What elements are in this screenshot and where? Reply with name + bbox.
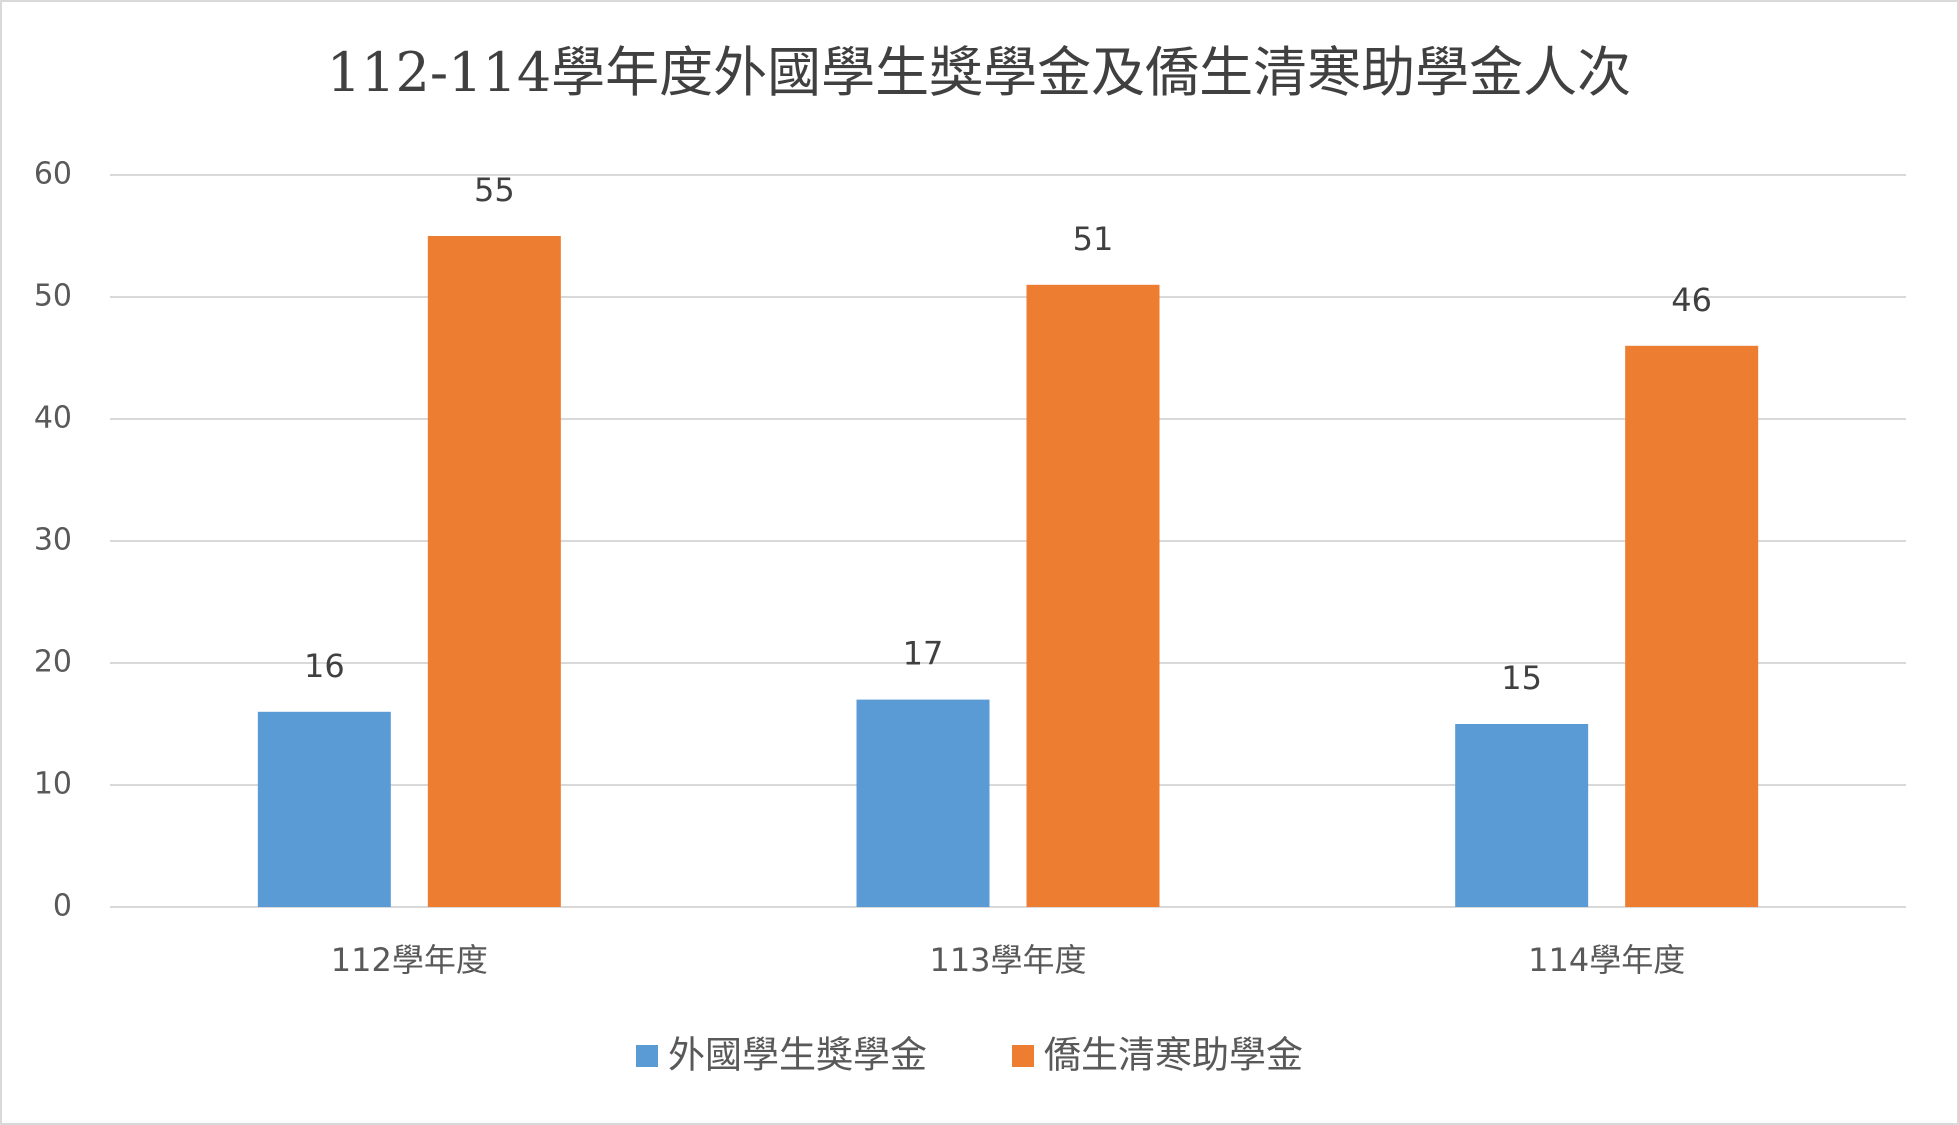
data-label: 17: [903, 635, 944, 673]
y-tick-label: 60: [34, 157, 72, 192]
x-tick-label: 113學年度: [929, 941, 1086, 979]
bar: [257, 711, 391, 907]
bar: [1026, 284, 1160, 907]
y-tick-label: 20: [34, 645, 72, 680]
chart-title: 112-114學年度外國學生獎學金及僑生清寒助學金人次: [327, 41, 1631, 104]
y-tick-label: 50: [34, 279, 72, 314]
bar: [1625, 345, 1759, 907]
y-tick-label: 0: [53, 889, 72, 924]
data-label: 46: [1671, 281, 1712, 319]
y-tick-label: 40: [34, 401, 72, 436]
y-tick-label: 30: [34, 523, 72, 558]
data-label: 55: [474, 171, 515, 209]
data-label: 15: [1501, 659, 1542, 697]
bar: [427, 236, 561, 907]
legend-swatch: [1012, 1045, 1034, 1067]
bar: [1455, 724, 1589, 907]
legend-swatch: [636, 1045, 658, 1067]
legend-label: 僑生清寒助學金: [1044, 1034, 1303, 1077]
data-label: 16: [304, 647, 345, 685]
data-label: 51: [1073, 220, 1114, 258]
x-tick-label: 114學年度: [1528, 941, 1685, 979]
y-tick-label: 10: [34, 767, 72, 802]
bar: [856, 699, 990, 907]
legend-label: 外國學生獎學金: [668, 1034, 927, 1077]
x-tick-label: 112學年度: [331, 941, 488, 979]
